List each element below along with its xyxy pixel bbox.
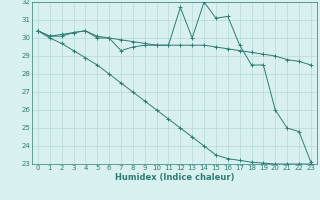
X-axis label: Humidex (Indice chaleur): Humidex (Indice chaleur) <box>115 173 234 182</box>
